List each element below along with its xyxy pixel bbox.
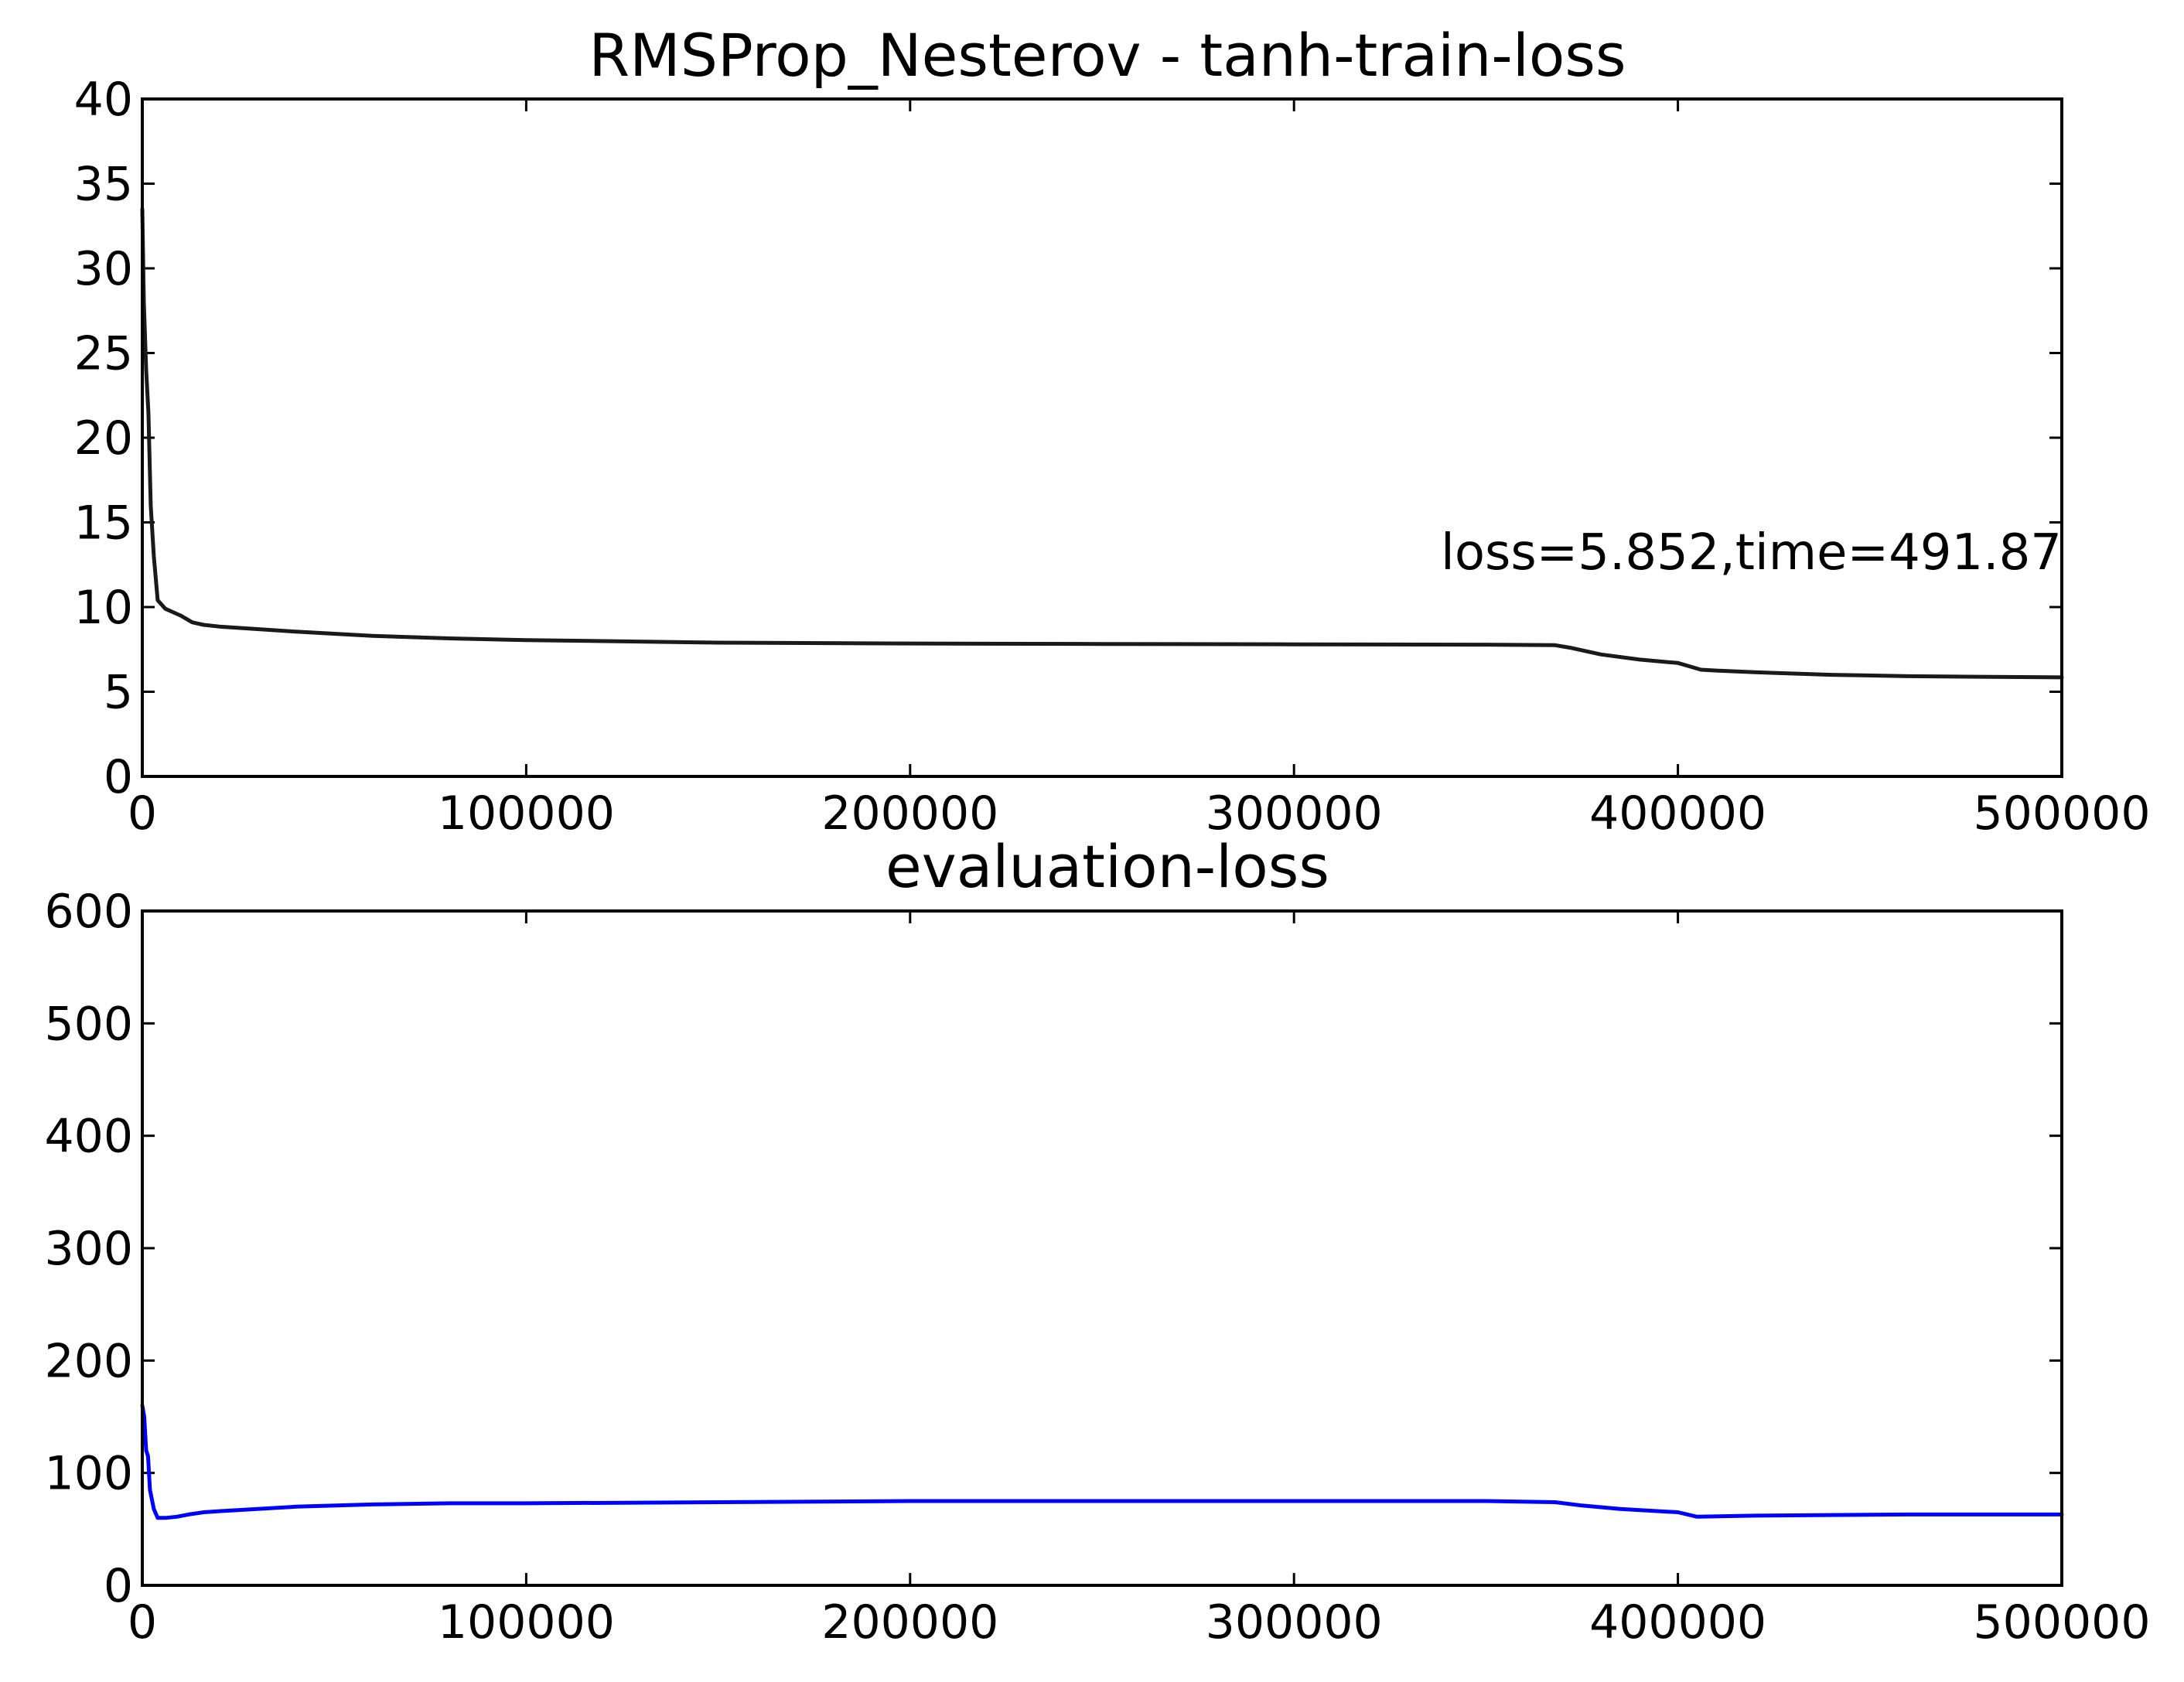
evaluation-loss-x-tick-label: 500000 xyxy=(1973,1595,2150,1650)
train-loss-x-tick-label: 200000 xyxy=(821,786,998,841)
evaluation-loss-x-tick-label: 300000 xyxy=(1206,1595,1383,1650)
train-loss-y-tick-label: 30 xyxy=(74,242,133,296)
evaluation-loss-series-line xyxy=(140,1404,2064,1520)
train-loss-y-tick-label: 5 xyxy=(104,666,133,720)
evaluation-loss-y-tick-label: 300 xyxy=(44,1222,133,1276)
evaluation-loss-x-tick-label: 0 xyxy=(128,1595,157,1650)
train-loss-plot-frame xyxy=(141,97,2063,778)
evaluation-loss-marks: 0 100000 200000 300000 400000 500000 0 100 200 30… xyxy=(44,885,2150,1650)
train-loss-chart: RMSProp_Nesterov - tanh-train-loss 0 1000… xyxy=(74,21,2151,841)
evaluation-loss-y-tick-label: 100 xyxy=(44,1447,133,1501)
train-loss-series-line xyxy=(140,206,2064,680)
evaluation-loss-y-tick-label: 600 xyxy=(44,885,133,939)
train-loss-x-tick-label: 500000 xyxy=(1973,786,2150,841)
train-loss-x-tick-label: 100000 xyxy=(438,786,615,841)
evaluation-loss-x-tick-label: 200000 xyxy=(821,1595,998,1650)
train-loss-x-tick-label: 300000 xyxy=(1206,786,1383,841)
train-loss-x-tick-label: 400000 xyxy=(1589,786,1766,841)
train-loss-y-tick-label: 20 xyxy=(74,411,133,466)
train-loss-y-tick-label: 25 xyxy=(74,327,133,381)
evaluation-loss-plot-frame xyxy=(141,909,2063,1587)
train-loss-x-tick-label: 0 xyxy=(128,786,157,841)
train-loss-annotation: loss=5.852,time=491.87 xyxy=(1441,524,2062,582)
train-loss-y-tick-label: 0 xyxy=(104,750,133,804)
evaluation-loss-y-tick-label: 400 xyxy=(44,1110,133,1164)
train-loss-y-tick-label: 10 xyxy=(74,581,133,635)
train-loss-y-tick-label: 35 xyxy=(74,158,133,212)
evaluation-loss-y-tick-label: 0 xyxy=(104,1559,133,1613)
train-loss-y-tick-label: 40 xyxy=(74,73,133,127)
evaluation-loss-x-tick-label: 400000 xyxy=(1589,1595,1766,1650)
evaluation-loss-y-tick-label: 200 xyxy=(44,1334,133,1388)
train-loss-title: RMSProp_Nesterov - tanh-train-loss xyxy=(589,21,1626,90)
train-loss-marks: 0 100000 200000 300000 400000 500000 0 5 10 15 20 2… xyxy=(74,73,2151,841)
train-loss-y-tick-label: 15 xyxy=(74,496,133,551)
evaluation-loss-chart: evaluation-loss 0 100000 200000 300000 40000… xyxy=(44,832,2150,1650)
evaluation-loss-x-tick-label: 100000 xyxy=(438,1595,615,1650)
evaluation-loss-title: evaluation-loss xyxy=(886,832,1329,901)
evaluation-loss-y-tick-label: 500 xyxy=(44,997,133,1051)
